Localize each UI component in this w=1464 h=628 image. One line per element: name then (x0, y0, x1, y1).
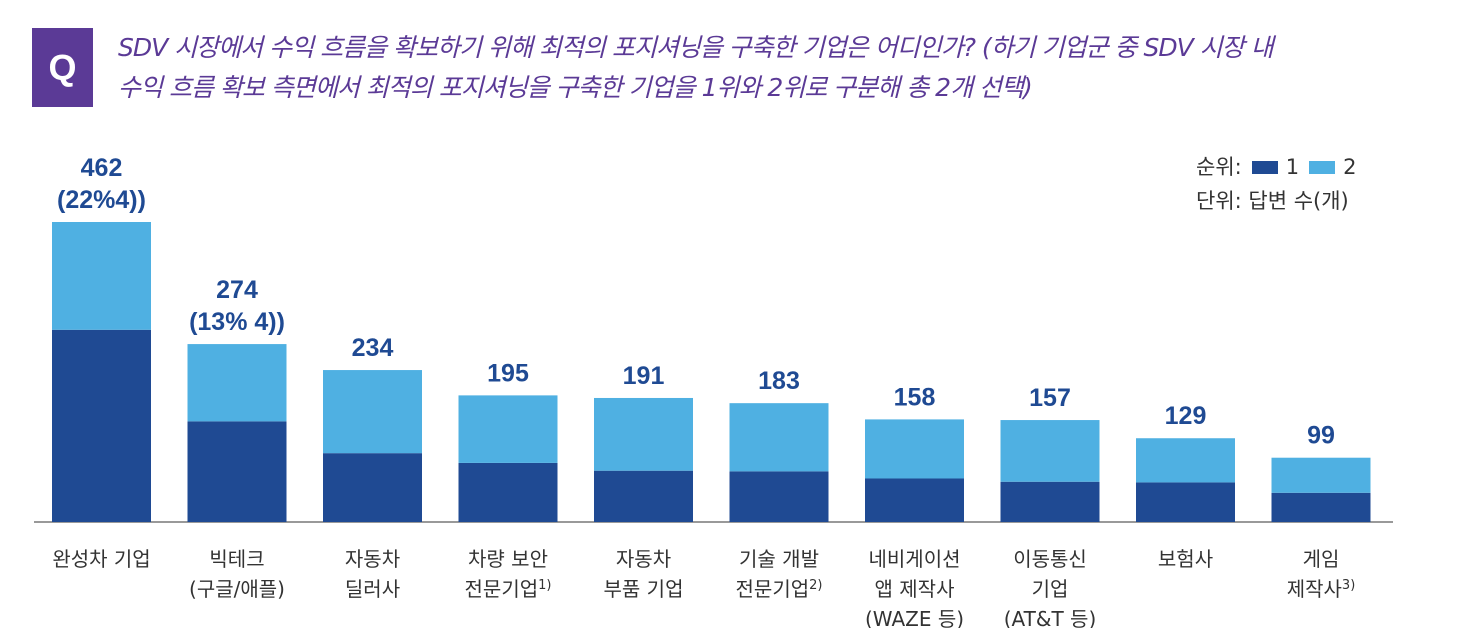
category-label-9-1: 제작사3) (1287, 577, 1356, 601)
bar-rank1-1 (187, 421, 287, 522)
category-label-8-0: 보험사 (1158, 547, 1213, 571)
bar-rank1-3 (458, 462, 558, 522)
total-label-3: 195 (487, 359, 529, 387)
total-note-0: (22%4)) (57, 186, 146, 214)
bar-rank2-6 (865, 419, 964, 479)
legend-series-1: 1 (1285, 155, 1300, 179)
total-label-8: 129 (1165, 402, 1207, 430)
total-label-5: 183 (758, 367, 800, 395)
category-label-2-0: 자동차 (345, 547, 400, 571)
total-label-0: 462 (81, 154, 123, 182)
bar-rank2-0 (52, 222, 151, 330)
category-label-3-1: 전문기업1) (465, 577, 552, 601)
question-text: SDV 시장에서 수익 흐름을 확보하기 위해 최적의 포지셔닝을 구축한 기업… (118, 28, 1448, 108)
total-label-4: 191 (623, 362, 665, 390)
total-label-2: 234 (352, 334, 394, 362)
total-note-1: (13% 4)) (189, 308, 285, 336)
legend-rank-row: 순위: 1 2 (1196, 150, 1356, 184)
category-label-3-0: 차량 보안 (468, 547, 548, 571)
total-label-9: 99 (1307, 422, 1335, 450)
total-label-1: 274 (216, 276, 258, 304)
legend-swatch-2 (1309, 160, 1336, 174)
legend-swatch-1 (1251, 160, 1278, 174)
bar-rank1-5 (729, 471, 829, 522)
total-label-6: 158 (894, 383, 936, 411)
bar-rank1-2 (323, 453, 422, 522)
legend-rank-label: 순위: (1196, 155, 1242, 179)
category-label-7-1: 기업 (1032, 577, 1069, 601)
category-label-1-0: 빅테크 (209, 547, 264, 571)
category-label-2-1: 딜러사 (345, 577, 400, 601)
bar-rank2-2 (323, 370, 422, 454)
bar-rank2-7 (1000, 420, 1100, 482)
total-label-7: 157 (1029, 384, 1071, 412)
bar-rank1-8 (1136, 482, 1235, 522)
bar-rank2-1 (187, 344, 287, 422)
bar-rank1-0 (52, 329, 151, 522)
question-line-2: 수익 흐름 확보 측면에서 최적의 포지셔닝을 구축한 기업을 1위와 2위로 … (118, 73, 1033, 102)
bar-rank1-4 (594, 470, 693, 522)
question-badge: Q (32, 28, 93, 107)
bar-rank2-5 (729, 403, 829, 472)
bar-rank2-9 (1271, 457, 1371, 493)
category-label-4-1: 부품 기업 (604, 577, 684, 601)
category-label-1-1: (구글/애플) (189, 577, 285, 601)
legend: 순위: 1 2 단위: 답변 수(개) (1196, 150, 1356, 218)
category-note-5: 2) (809, 578, 822, 593)
category-label-7-0: 이동통신 (1013, 547, 1087, 571)
bar-rank2-3 (458, 395, 558, 463)
stacked-bar-chart: (22%4)) 462 완성차 기업 (13% 4)) 274 빅테크 (구글/애플) 234… (34, 154, 1393, 628)
legend-unit-label: 단위: (1196, 189, 1242, 213)
category-label-5-0: 기술 개발 (739, 547, 819, 571)
category-label-6-2: (WAZE 등) (865, 607, 964, 628)
category-label-5-1: 전문기업2) (736, 577, 823, 601)
bar-rank2-4 (594, 397, 693, 471)
category-label-9-0: 게임 (1303, 547, 1340, 571)
bar-rank1-6 (865, 478, 964, 522)
category-note-3: 1) (538, 578, 551, 593)
question-line-1: SDV 시장에서 수익 흐름을 확보하기 위해 최적의 포지셔닝을 구축한 기업… (118, 33, 1274, 62)
legend-unit-row: 단위: 답변 수(개) (1196, 184, 1356, 218)
category-note-9: 3) (1342, 578, 1355, 593)
legend-unit-value: 답변 수(개) (1248, 189, 1349, 213)
bar-rank1-9 (1271, 492, 1371, 522)
legend-series-2: 2 (1343, 155, 1357, 179)
category-label-6-1: 앱 제작사 (875, 577, 955, 601)
category-label-7-2: (AT&T 등) (1004, 607, 1097, 628)
bar-rank1-7 (1000, 481, 1100, 522)
category-label-4-0: 자동차 (616, 547, 671, 571)
category-label-6-0: 네비게이션 (869, 547, 961, 571)
category-label-0-0: 완성차 기업 (52, 547, 150, 571)
bar-rank2-8 (1136, 438, 1235, 483)
